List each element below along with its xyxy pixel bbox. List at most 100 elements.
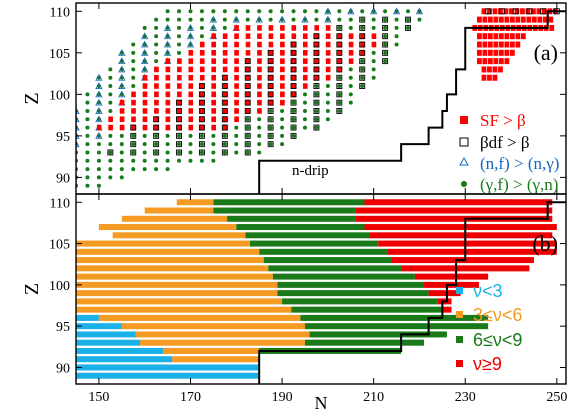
gamma-fission-point xyxy=(257,142,262,147)
bdf-point xyxy=(244,124,251,131)
gamma-fission-point xyxy=(325,117,330,122)
sf-point xyxy=(245,33,251,40)
sf-point xyxy=(371,33,377,40)
gamma-fission-point xyxy=(188,142,193,147)
sf-point xyxy=(526,16,532,23)
sf-point xyxy=(487,66,492,73)
gamma-fission-point xyxy=(280,108,285,113)
sf-point xyxy=(520,16,526,23)
sf-point xyxy=(337,58,342,64)
bdf-point xyxy=(221,132,228,139)
sf-point xyxy=(211,74,216,81)
region-row-z92 xyxy=(76,158,216,163)
sf-point xyxy=(493,33,499,40)
bar-segment xyxy=(76,314,99,321)
gamma-fission-point xyxy=(348,92,353,97)
neutron-fission-point xyxy=(76,140,80,148)
bar-segment xyxy=(263,257,392,264)
gamma-fission-point xyxy=(142,167,147,172)
bar-row-z98 xyxy=(76,298,452,305)
bar-segment xyxy=(428,290,461,297)
sf-point xyxy=(199,99,205,106)
bdf-point xyxy=(313,58,320,65)
bar-segment xyxy=(172,356,260,363)
bdf-point xyxy=(198,99,205,106)
sf-point xyxy=(302,74,308,81)
gamma-fission-point xyxy=(154,158,159,163)
bdf-point xyxy=(290,116,297,123)
sf-point xyxy=(142,116,148,123)
sf-point xyxy=(337,33,342,40)
legend-item: 6≤ν<9 xyxy=(456,330,522,350)
neutron-fission-point xyxy=(76,107,80,114)
gamma-fission-point xyxy=(268,108,273,113)
bdf-point xyxy=(176,99,182,106)
x-tick-label: 170 xyxy=(180,390,201,405)
bdf-point xyxy=(540,8,547,15)
gamma-fission-point xyxy=(314,108,319,113)
y-tick-label: 100 xyxy=(49,88,70,103)
sf-point xyxy=(211,66,216,73)
sf-point xyxy=(222,66,228,73)
gamma-fission-point xyxy=(234,150,239,155)
sf-point xyxy=(509,16,515,23)
gamma-fission-point xyxy=(199,25,204,30)
gamma-fission-point xyxy=(280,117,285,122)
gamma-fission-point xyxy=(85,150,90,155)
gamma-fission-point xyxy=(348,100,353,105)
bar-row-z105 xyxy=(76,240,557,247)
bdf-point xyxy=(244,91,251,98)
n-drip-line xyxy=(258,10,566,194)
gamma-fission-point xyxy=(325,84,330,89)
gamma-fission-point xyxy=(314,9,319,14)
bdf-point xyxy=(290,99,297,106)
sf-point xyxy=(222,83,228,89)
sf-point xyxy=(302,66,308,73)
right-row-z107 xyxy=(476,33,526,40)
bar-segment xyxy=(135,331,310,338)
neutron-fission-point xyxy=(95,90,103,98)
y-axis-label: Z xyxy=(21,92,43,104)
gamma-fission-point xyxy=(154,17,159,22)
gamma-fission-point xyxy=(302,125,307,130)
legend-marker xyxy=(456,311,463,318)
sf-point xyxy=(199,50,205,56)
bdf-point xyxy=(221,108,228,114)
sf-point xyxy=(257,25,262,31)
bar-segment xyxy=(291,306,443,313)
neutron-fission-point xyxy=(95,132,103,139)
sf-point xyxy=(154,116,159,123)
neutron-fission-point xyxy=(141,40,149,48)
sf-point xyxy=(177,66,182,73)
gamma-fission-point xyxy=(119,150,124,155)
sf-point xyxy=(165,83,171,89)
bar-segment xyxy=(76,339,141,346)
sf-point xyxy=(487,41,493,48)
sf-point xyxy=(131,116,136,123)
gamma-fission-point xyxy=(383,59,388,64)
bdf-point xyxy=(405,24,411,31)
bar-row-z102 xyxy=(76,265,530,272)
gamma-fission-point xyxy=(257,9,262,14)
sf-point xyxy=(280,33,285,40)
region-row-z100 xyxy=(85,90,353,98)
sf-point xyxy=(537,16,543,23)
sf-point xyxy=(142,124,148,131)
y-tick-label: 105 xyxy=(49,238,70,253)
gamma-fission-point xyxy=(348,75,353,80)
sf-point xyxy=(142,108,148,114)
bdf-point xyxy=(176,124,182,131)
panel-a: n-drip 90 95 100 105 110 Z (a) SF > β βdf > β (n… xyxy=(21,2,567,195)
sf-point xyxy=(481,74,487,81)
neutron-fission-point xyxy=(209,15,218,23)
gamma-fission-point xyxy=(131,158,136,163)
sf-point xyxy=(257,91,262,98)
bdf-point xyxy=(244,149,251,156)
gamma-fission-point xyxy=(257,150,262,155)
sf-point xyxy=(165,99,171,106)
gamma-fission-point xyxy=(96,167,101,172)
sf-point xyxy=(257,41,262,48)
right-row-z104 xyxy=(476,58,510,65)
gamma-fission-point xyxy=(371,59,376,64)
gamma-fission-point xyxy=(108,100,113,105)
